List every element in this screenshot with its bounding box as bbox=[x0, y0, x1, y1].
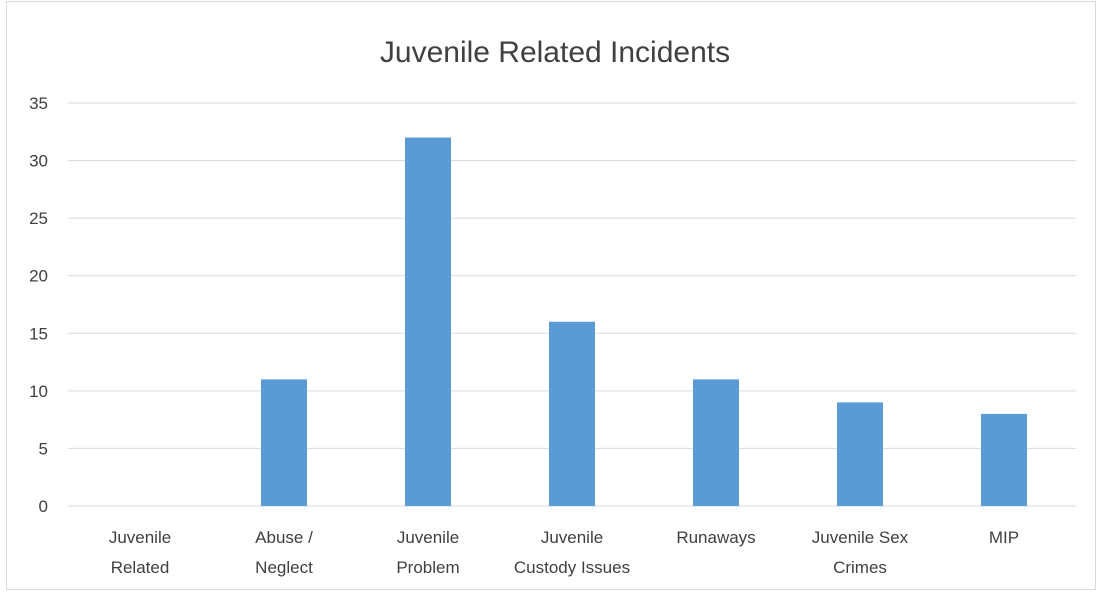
category-label: Juvenile Problem bbox=[396, 528, 459, 577]
y-tick-label: 20 bbox=[29, 267, 48, 286]
category-label-line: Related bbox=[111, 558, 170, 577]
category-label-line: Juvenile bbox=[397, 528, 459, 547]
category-label-line: Crimes bbox=[833, 558, 887, 577]
bar bbox=[693, 379, 739, 506]
y-tick-label: 0 bbox=[39, 497, 48, 516]
y-axis-ticks: 0 5 10 15 20 25 30 35 bbox=[29, 94, 48, 516]
category-label-line: Custody Issues bbox=[514, 558, 630, 577]
y-tick-label: 25 bbox=[29, 209, 48, 228]
gridlines bbox=[68, 102, 1076, 507]
bar bbox=[405, 137, 451, 507]
chart-title: Juvenile Related Incidents bbox=[380, 36, 730, 69]
bars bbox=[261, 137, 1027, 507]
bar bbox=[261, 379, 307, 506]
category-label: Juvenile Custody Issues bbox=[514, 528, 630, 577]
category-label-line: MIP bbox=[989, 528, 1019, 547]
y-tick-label: 5 bbox=[39, 439, 48, 458]
category-label: Abuse / Neglect bbox=[255, 528, 313, 577]
y-tick-label: 30 bbox=[29, 152, 48, 171]
bar bbox=[549, 321, 595, 506]
category-label-line: Abuse / bbox=[255, 528, 313, 547]
bar bbox=[837, 402, 883, 506]
category-label: Juvenile Sex Crimes bbox=[812, 528, 909, 577]
x-axis-categories: Juvenile Related Abuse / Neglect Juvenile Pro… bbox=[109, 528, 1019, 577]
category-label-line: Juvenile Sex bbox=[812, 528, 909, 547]
category-label: Runaways bbox=[676, 528, 755, 547]
y-tick-label: 10 bbox=[29, 382, 48, 401]
y-tick-label: 15 bbox=[29, 324, 48, 343]
category-label-line: Problem bbox=[396, 558, 459, 577]
category-label-line: Juvenile bbox=[109, 528, 171, 547]
category-label: Juvenile Related bbox=[109, 528, 171, 577]
category-label-line: Neglect bbox=[255, 558, 313, 577]
category-label-line: Juvenile bbox=[541, 528, 603, 547]
category-label: MIP bbox=[989, 528, 1019, 547]
bar bbox=[981, 413, 1027, 506]
y-tick-label: 35 bbox=[29, 94, 48, 113]
category-label-line: Runaways bbox=[676, 528, 755, 547]
